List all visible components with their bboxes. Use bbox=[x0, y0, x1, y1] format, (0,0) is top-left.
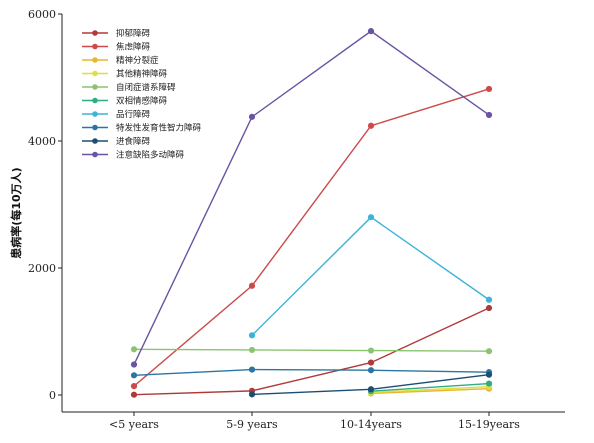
legend-label: 品行障碍 bbox=[116, 109, 151, 120]
x-tick-label: <5 years bbox=[109, 418, 159, 431]
series-line bbox=[133, 348, 490, 352]
data-point bbox=[130, 391, 138, 398]
series-line bbox=[251, 216, 490, 336]
x-tick-label: 5-9 years bbox=[226, 418, 278, 431]
data-point bbox=[130, 383, 138, 390]
data-point bbox=[367, 214, 375, 221]
series-line bbox=[133, 368, 490, 377]
series-line bbox=[133, 30, 490, 365]
legend-label: 特发性发育性智力障碍 bbox=[116, 123, 202, 134]
data-point bbox=[130, 346, 138, 353]
data-point bbox=[248, 391, 256, 398]
legend-marker bbox=[92, 70, 98, 77]
y-tick-label: 4000 bbox=[28, 135, 56, 148]
legend-marker bbox=[92, 43, 98, 50]
axes: 0 2000 4000 6000 <5 years 5-9 years 10-14years… bbox=[28, 8, 565, 431]
series-line bbox=[133, 307, 490, 396]
legend-marker bbox=[92, 138, 98, 144]
legend-label: 自闭症谱系障碍 bbox=[116, 82, 176, 93]
series-line bbox=[370, 387, 490, 395]
legend-marker bbox=[92, 124, 98, 131]
y-axis-label: 患病率(每10万人) bbox=[9, 167, 23, 258]
data-point bbox=[367, 386, 375, 393]
data-point bbox=[485, 296, 493, 303]
data-point bbox=[367, 367, 375, 374]
series-line bbox=[370, 386, 490, 394]
legend-marker bbox=[92, 111, 98, 117]
data-point bbox=[130, 372, 138, 379]
series-line bbox=[133, 88, 490, 387]
data-point bbox=[248, 366, 256, 373]
data-point bbox=[248, 346, 256, 354]
data-point bbox=[367, 359, 375, 366]
data-point bbox=[485, 348, 493, 355]
legend-label: 精神分裂症 bbox=[116, 55, 159, 66]
data-point bbox=[248, 113, 256, 120]
legend-label: 其他精神障碍 bbox=[116, 69, 168, 80]
legend-marker bbox=[92, 30, 98, 36]
legend-marker bbox=[92, 151, 98, 158]
data-point bbox=[248, 332, 256, 339]
legend-marker bbox=[92, 84, 98, 90]
data-point bbox=[367, 347, 375, 354]
data-point bbox=[367, 28, 375, 35]
data-point bbox=[485, 85, 493, 93]
legend: 抑郁障碍焦虑障碍精神分裂症其他精神障碍自闭症谱系障碍双相情感障碍品行障碍特发性发… bbox=[82, 28, 202, 161]
legend-label: 抑郁障碍 bbox=[116, 28, 151, 39]
data-point bbox=[485, 371, 493, 378]
series-points bbox=[130, 28, 493, 398]
data-point bbox=[485, 111, 493, 119]
data-point bbox=[248, 282, 256, 289]
series-lines bbox=[133, 30, 490, 396]
legend-label: 进食障碍 bbox=[116, 136, 151, 147]
x-tick-label: 15-19years bbox=[458, 418, 520, 431]
y-tick-label: 6000 bbox=[28, 8, 56, 21]
y-tick-label: 2000 bbox=[28, 262, 56, 275]
x-tick-label: 10-14years bbox=[340, 418, 402, 431]
legend-marker bbox=[92, 97, 98, 104]
legend-label: 双相情感障碍 bbox=[116, 96, 168, 107]
legend-marker bbox=[92, 57, 98, 63]
data-point bbox=[367, 122, 375, 129]
data-point bbox=[485, 380, 493, 387]
data-point bbox=[485, 304, 493, 312]
series-line bbox=[370, 382, 490, 392]
legend-label: 焦虑障碍 bbox=[116, 42, 151, 53]
y-tick-label: 0 bbox=[49, 389, 56, 402]
data-point bbox=[130, 361, 138, 368]
legend-label: 注意缺陷多动障碍 bbox=[116, 150, 185, 161]
